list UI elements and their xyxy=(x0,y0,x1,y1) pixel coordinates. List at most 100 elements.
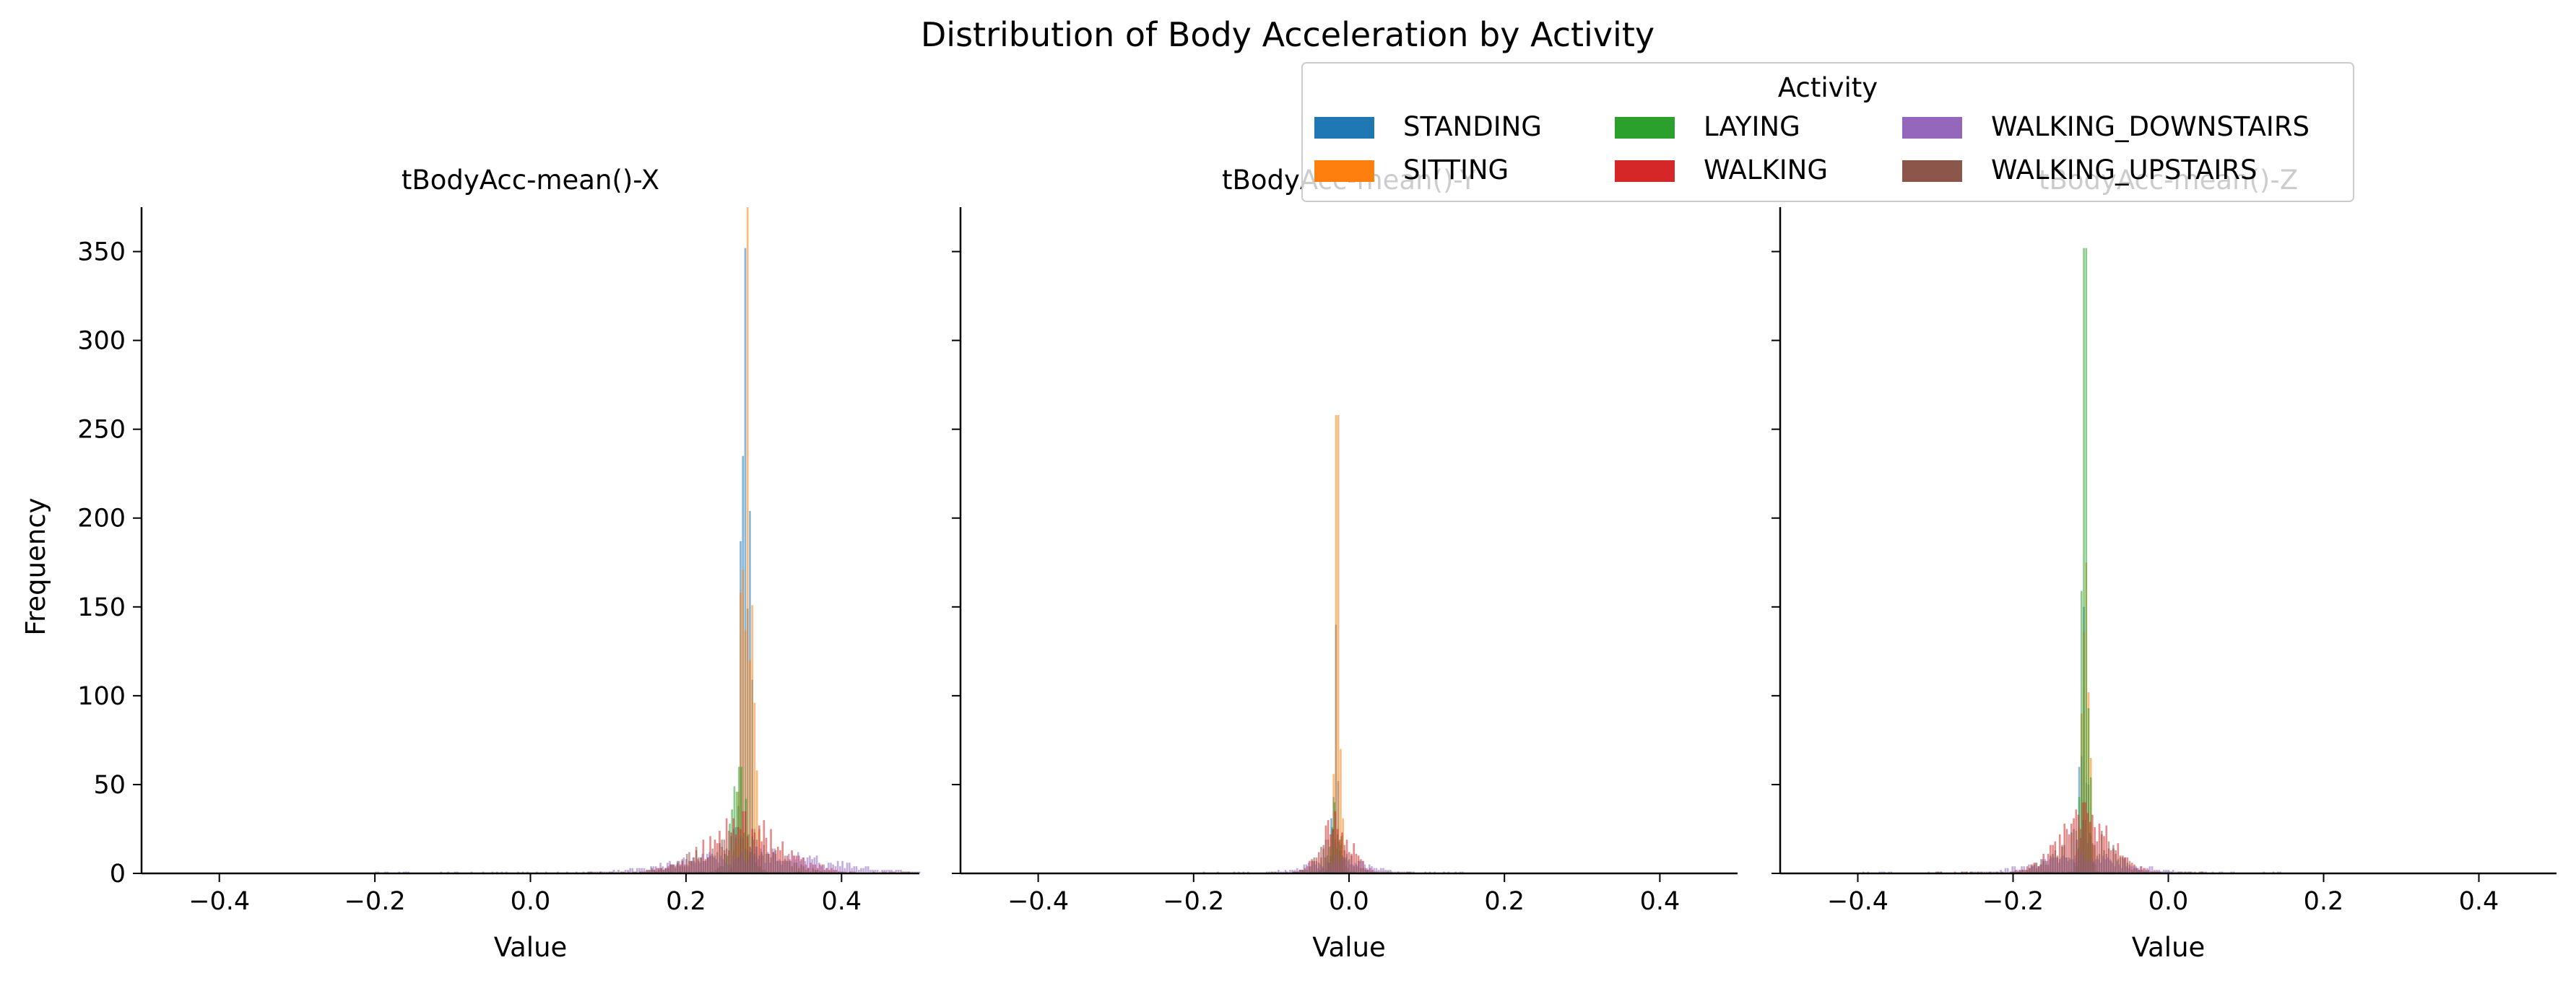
histogram-bar xyxy=(1362,868,1364,873)
histogram-bar xyxy=(890,870,893,873)
histogram-bar xyxy=(781,860,784,873)
histogram-bar xyxy=(1380,868,1382,873)
histogram-bar xyxy=(2026,866,2029,873)
histogram-bar xyxy=(2083,248,2085,873)
histogram-bar xyxy=(767,853,770,873)
histogram-bar xyxy=(860,868,862,873)
histogram-bar xyxy=(791,866,793,873)
histogram-bar xyxy=(682,857,685,873)
histogram-bar xyxy=(812,868,814,873)
histogram-bar xyxy=(740,593,742,873)
histogram-bar xyxy=(793,863,796,873)
subplot-3: −0.4−0.20.00.20.4tBodyAcc-mean()-ZValue xyxy=(1771,165,2557,963)
histogram-bar xyxy=(685,853,688,873)
histogram-bar xyxy=(2085,248,2088,873)
histogram-bar xyxy=(667,868,669,873)
histogram-bar xyxy=(806,857,809,873)
histogram-bar xyxy=(776,847,779,873)
histogram-bar xyxy=(809,855,811,873)
histogram-bar xyxy=(2054,850,2057,873)
histogram-bar xyxy=(1375,868,1378,873)
histogram-bar xyxy=(742,570,745,873)
histogram-bar xyxy=(1334,839,1337,873)
histogram-bar xyxy=(848,863,851,873)
histogram-bar xyxy=(888,870,890,873)
histogram-bar xyxy=(2013,866,2016,873)
histogram-bar xyxy=(695,847,698,873)
legend-swatch-walking-upstairs xyxy=(1902,160,1962,182)
histogram-bar xyxy=(700,857,702,873)
histogram-bar xyxy=(2140,870,2143,873)
histogram-bar xyxy=(2058,834,2061,873)
histogram-bar xyxy=(2021,870,2024,873)
histogram-bar xyxy=(763,845,766,873)
histogram-bar xyxy=(1332,829,1334,873)
legend-swatch-laying xyxy=(1615,117,1675,139)
histogram-bar xyxy=(2103,850,2105,873)
histogram-bar xyxy=(1345,853,1348,873)
histogram-bar xyxy=(1305,864,1308,873)
histogram-bar xyxy=(676,860,679,873)
histogram-bar xyxy=(797,868,800,873)
histogram-bar xyxy=(753,832,756,873)
subplot-1: −0.4 −0.2 0.0 0.2 0.4 0 50 100 150 200 250 300 350 tB… xyxy=(77,165,921,963)
histogram-bar xyxy=(719,843,721,873)
histogram-bar xyxy=(2023,866,2026,873)
histogram-bar xyxy=(2117,859,2120,873)
legend-label-walking-downstairs: WALKING_DOWNSTAIRS xyxy=(1991,111,2310,142)
x-tick-label: 0.0 xyxy=(2148,887,2189,916)
histogram-bar xyxy=(1330,855,1332,873)
histogram-bar xyxy=(776,860,779,873)
histogram-bar xyxy=(702,860,705,873)
histogram-bar xyxy=(1363,864,1366,873)
histogram-bar xyxy=(2075,830,2078,873)
histogram-bar xyxy=(2130,866,2133,873)
histogram-bar xyxy=(674,866,677,873)
histogram-bar xyxy=(2058,859,2061,873)
histogram-bar xyxy=(853,866,856,873)
histogram-bar xyxy=(795,863,798,873)
histogram-bar xyxy=(737,857,740,873)
histogram-bar xyxy=(2065,829,2068,873)
histogram-bar xyxy=(753,702,756,873)
series-walking-downstairs xyxy=(375,847,921,873)
histogram-bar xyxy=(784,855,786,873)
histogram-bar xyxy=(669,864,672,873)
histogram-bar xyxy=(2089,832,2091,873)
histogram-bar xyxy=(638,868,641,873)
histogram-bar xyxy=(651,868,654,873)
x-tick-label: 0.4 xyxy=(2459,887,2499,916)
x-tick-label: −0.2 xyxy=(344,887,406,916)
histogram-bar xyxy=(2112,845,2115,873)
histogram-bar xyxy=(1343,845,1346,873)
histogram-bar xyxy=(2165,870,2167,873)
histogram-bar xyxy=(746,850,749,873)
histogram-bar xyxy=(1371,866,1373,873)
histogram-bar xyxy=(862,868,865,873)
histogram-bar xyxy=(730,836,732,873)
histogram-bar xyxy=(876,870,879,873)
subplot-2: −0.4−0.20.00.20.4tBodyAcc-mean()-YValue xyxy=(952,165,1738,963)
histogram-bar xyxy=(1313,857,1316,873)
histogram-bar xyxy=(755,839,758,873)
histogram-bar xyxy=(864,866,867,873)
histogram-bar xyxy=(2091,843,2094,873)
histogram-bar xyxy=(2135,868,2138,873)
histogram-bar xyxy=(2096,855,2099,873)
histogram-bar xyxy=(751,836,753,873)
series-walking-upstairs xyxy=(588,829,910,873)
histogram-bar xyxy=(811,859,813,873)
histogram-bar xyxy=(834,866,837,873)
x-tick-label: −0.4 xyxy=(1007,887,1069,916)
histogram-bar xyxy=(2040,859,2042,873)
histogram-bar xyxy=(874,870,877,873)
x-tick-label: −0.2 xyxy=(1982,887,2044,916)
histogram-bar xyxy=(841,860,844,873)
histogram-bar xyxy=(659,863,662,873)
y-tick-label: 300 xyxy=(77,327,126,356)
histogram-bar xyxy=(664,868,667,873)
histogram-bar xyxy=(2061,845,2063,873)
histogram-bar xyxy=(789,860,791,873)
histogram-bar xyxy=(652,866,655,873)
histogram-bar xyxy=(641,868,643,873)
